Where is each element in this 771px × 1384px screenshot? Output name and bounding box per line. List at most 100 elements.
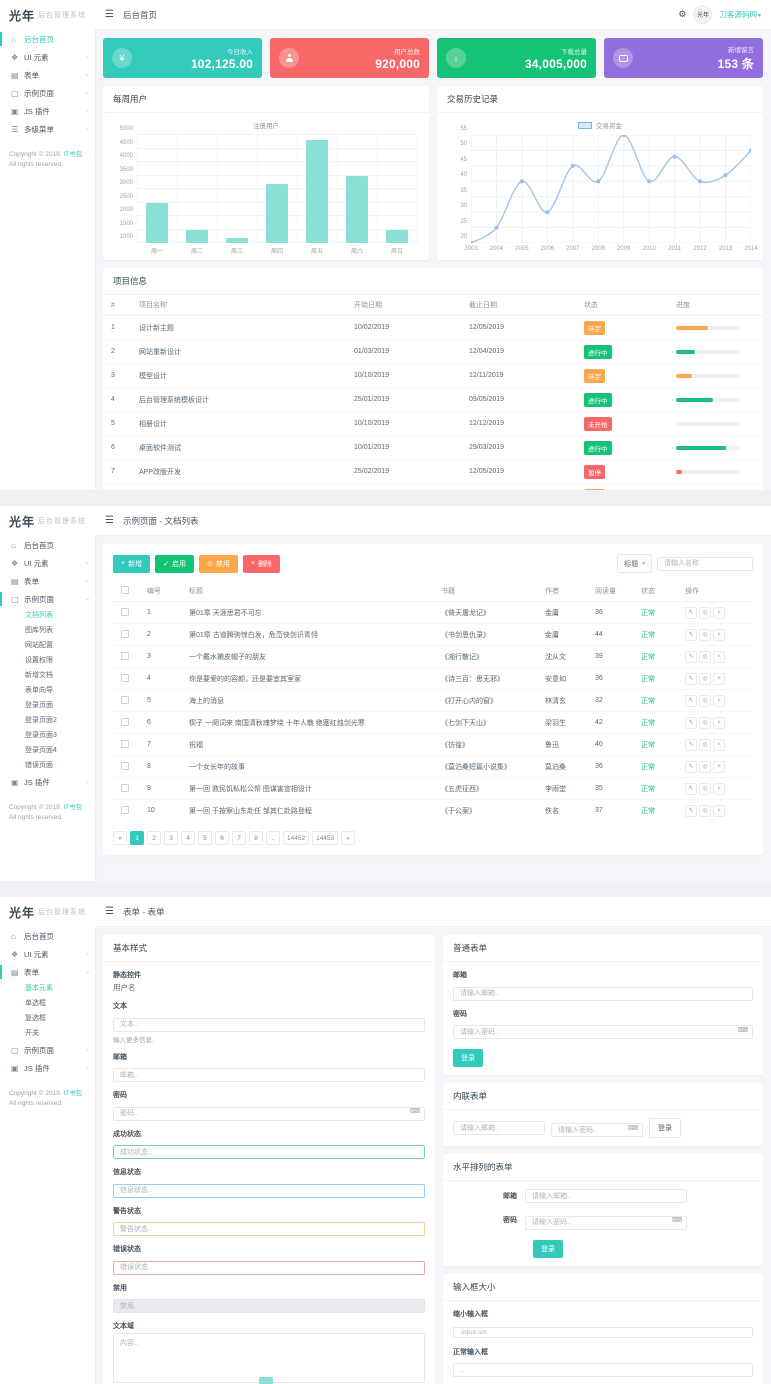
sidebar-subitem[interactable]: 设置权限 (25, 657, 53, 664)
brand-logo[interactable]: 光年 后台管理系统 (0, 897, 95, 927)
keyboard-icon[interactable]: ⌨ (737, 1026, 748, 1034)
select-all-checkbox[interactable] (121, 586, 129, 594)
sized-input-sm[interactable] (453, 1326, 753, 1338)
project-name[interactable]: 网站重新设计 (131, 339, 346, 364)
row-checkbox[interactable] (121, 761, 129, 770)
avatar[interactable]: 光年 (693, 5, 713, 24)
error-field[interactable] (113, 1260, 425, 1275)
view-icon[interactable]: ◎ (699, 738, 711, 751)
delete-icon[interactable]: × (713, 694, 725, 707)
hamburger-icon[interactable]: ☰ (105, 9, 114, 20)
page-button[interactable]: 14453 (312, 831, 339, 845)
sidebar-item-ui-elements[interactable]: ❖ UI 元素 › (0, 48, 95, 66)
status-text[interactable]: 正常 (641, 763, 655, 771)
sidebar-item-js-plugins[interactable]: ▣ JS 插件 › (0, 102, 95, 120)
row-checkbox[interactable] (121, 673, 129, 682)
sidebar-item-js-plugins[interactable]: ▣ JS 插件 › (0, 1059, 95, 1077)
row-checkbox[interactable] (121, 805, 129, 814)
row-checkbox[interactable] (121, 783, 129, 792)
filter-field-select[interactable]: 标题 ▾ (617, 554, 652, 573)
doc-title[interactable]: 第01章 天涯思君不可忘 (181, 601, 433, 624)
view-icon[interactable]: ◎ (699, 760, 711, 773)
view-icon[interactable]: ◎ (699, 804, 711, 817)
password-field[interactable] (113, 1106, 425, 1121)
bar-周四[interactable] (266, 183, 288, 243)
sidebar-item-ui-elements[interactable]: ❖ UI 元素 › (0, 554, 95, 572)
password-field[interactable] (525, 1215, 687, 1230)
delete-icon[interactable]: × (713, 782, 725, 795)
row-checkbox[interactable] (121, 717, 129, 726)
row-checkbox[interactable] (121, 651, 129, 660)
password-field[interactable] (453, 1025, 753, 1039)
keyboard-icon[interactable]: ⌨ (671, 1217, 682, 1225)
edit-icon[interactable]: ✎ (685, 716, 697, 729)
doc-title[interactable]: 楔子 一阕词来 南国清秋魂梦绕 十年人散 绝塞红烛剑光寒 (181, 711, 433, 734)
doc-title[interactable]: 一个女长年的故事 (181, 755, 433, 778)
plus-button[interactable]: + 新增 (113, 554, 151, 573)
view-icon[interactable]: ◎ (699, 606, 711, 619)
page-button[interactable]: 7 (232, 831, 246, 845)
edit-icon[interactable]: ✎ (685, 804, 697, 817)
doc-title[interactable]: 一个戴水獭皮帽子的朋友 (181, 645, 433, 668)
password-field[interactable] (551, 1123, 643, 1138)
edit-icon[interactable]: ✎ (685, 782, 697, 795)
warning-field[interactable] (113, 1222, 425, 1236)
page-button[interactable]: « (113, 831, 127, 845)
sidebar-subitem[interactable]: 登录页面 (25, 702, 53, 709)
sidebar-item-pages[interactable]: ▢ 示例页面 › (0, 84, 95, 102)
copyright-brand-link[interactable]: IT书包 (63, 151, 83, 158)
sidebar-subitem[interactable]: 文档列表 (25, 612, 53, 619)
delete-icon[interactable]: × (713, 716, 725, 729)
doc-title[interactable]: 你是要爱的的容颜，还是要宜其室家 (181, 667, 433, 690)
view-icon[interactable]: ◎ (699, 694, 711, 707)
copyright-brand-link[interactable]: IT书包 (63, 1090, 83, 1097)
success-field[interactable] (113, 1145, 425, 1159)
page-button[interactable]: .. (266, 831, 280, 845)
copyright-brand-link[interactable]: IT书包 (63, 804, 83, 811)
edit-icon[interactable]: ✎ (685, 694, 697, 707)
sidebar-item-home[interactable]: ⌂ 后台首页 (0, 927, 95, 945)
status-text[interactable]: 正常 (641, 719, 655, 727)
sidebar-item-multi-menu[interactable]: ☰ 多级菜单 › (0, 120, 95, 138)
gear-icon[interactable]: ⚙ (678, 9, 687, 19)
delete-icon[interactable]: × (713, 804, 725, 817)
bar-周六[interactable] (346, 175, 368, 243)
sidebar-item-pages[interactable]: ▢ 示例页面 › (0, 590, 95, 608)
project-name[interactable]: APP改版开发 (131, 459, 346, 484)
bar-周五[interactable] (306, 140, 328, 243)
user-menu[interactable]: 刀客源码网▾ (719, 10, 761, 19)
info-field[interactable] (113, 1183, 425, 1198)
sidebar-subitem[interactable]: 图库列表 (25, 627, 53, 634)
page-button[interactable]: 14452 (283, 831, 310, 845)
email-field[interactable] (453, 1121, 545, 1135)
edit-icon[interactable]: ✎ (685, 606, 697, 619)
keyboard-icon[interactable]: ⌨ (627, 1125, 638, 1132)
bar-周三[interactable] (226, 237, 248, 243)
login-button[interactable]: 登录 (533, 1239, 563, 1258)
page-button[interactable]: 6 (215, 831, 229, 845)
sidebar-item-pages[interactable]: ▢ 示例页面 › (0, 1041, 95, 1059)
delete-icon[interactable]: × (713, 760, 725, 773)
page-button[interactable]: 3 (164, 831, 178, 845)
project-name[interactable]: 设计新主题 (131, 315, 346, 340)
page-button[interactable]: 2 (147, 831, 161, 845)
sized-input-md[interactable] (453, 1363, 753, 1377)
status-text[interactable]: 正常 (641, 675, 655, 683)
login-button[interactable]: 登录 (453, 1049, 483, 1067)
ban-button[interactable]: ⊘ 禁用 (198, 554, 238, 573)
status-text[interactable]: 正常 (641, 631, 655, 639)
page-button[interactable]: » (341, 831, 356, 845)
row-checkbox[interactable] (121, 629, 129, 638)
sidebar-subitem[interactable]: 登录页面3 (25, 732, 57, 739)
page-button[interactable]: 4 (181, 831, 195, 845)
sidebar-subitem[interactable]: 基本元素 (25, 985, 53, 992)
delete-icon[interactable]: × (713, 738, 725, 751)
project-name[interactable]: 相册设计 (131, 411, 346, 436)
status-text[interactable]: 正常 (641, 609, 655, 617)
textarea-field[interactable] (113, 1333, 425, 1383)
email-field[interactable] (453, 986, 753, 1001)
keyboard-icon[interactable]: ⌨ (409, 1108, 420, 1116)
filter-name-input[interactable] (657, 556, 753, 571)
project-name[interactable]: 后台管理系统模板设计 (131, 387, 346, 412)
sidebar-item-ui-elements[interactable]: ❖ UI 元素 › (0, 945, 95, 963)
